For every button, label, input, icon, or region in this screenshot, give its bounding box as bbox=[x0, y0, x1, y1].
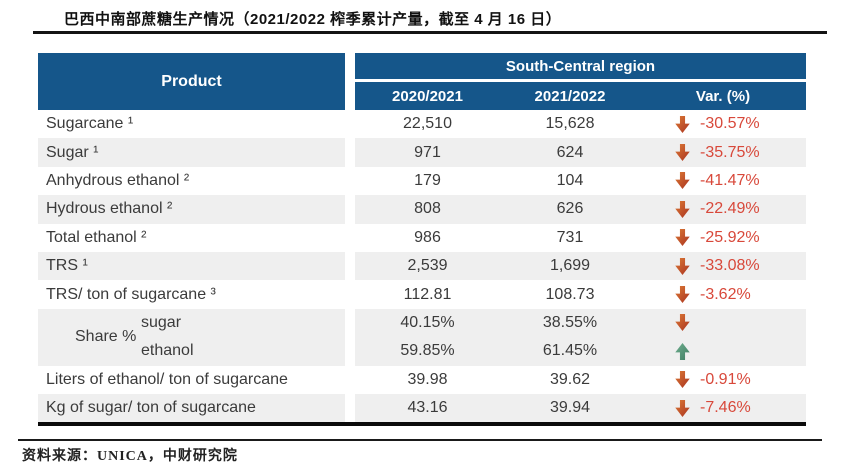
figure-title: 巴西中南部蔗糖生产情况（2021/2022 榨季累计产量，截至 4 月 16 日… bbox=[64, 11, 562, 28]
value-2020: 39.98 bbox=[407, 370, 448, 388]
value-2021: 108.73 bbox=[545, 285, 595, 303]
value-2021: 39.94 bbox=[549, 399, 591, 417]
year-headers: 2020/2021 2021/2022 Var. (%) bbox=[355, 82, 806, 110]
down-arrow-icon bbox=[675, 257, 690, 275]
value-2020: 179 bbox=[414, 171, 441, 189]
down-arrow-icon bbox=[675, 314, 690, 332]
column-gap bbox=[345, 393, 355, 423]
var-percent: -3.62% bbox=[700, 285, 751, 303]
column-gap bbox=[345, 166, 355, 196]
table-row: TRS ¹ 2,539 1,699 -33.08% bbox=[38, 251, 806, 281]
value-2021: 1,699 bbox=[549, 257, 591, 275]
value-2021: 15,628 bbox=[545, 115, 595, 133]
value-2021: 39.62 bbox=[549, 370, 591, 388]
table-header: Product South-Central region 2020/2021 2… bbox=[38, 53, 806, 110]
column-gap bbox=[345, 251, 355, 281]
share-percent-block: Share % sugar ethanol 40.15% 38.55% bbox=[38, 308, 806, 366]
var-percent: -33.08% bbox=[700, 257, 760, 275]
down-arrow-icon bbox=[675, 200, 690, 218]
column-gap bbox=[345, 280, 355, 309]
column-gap bbox=[345, 110, 355, 139]
production-table: Product South-Central region 2020/2021 2… bbox=[38, 53, 806, 423]
product-column-header: Product bbox=[38, 53, 345, 110]
table-bottom-border bbox=[38, 422, 806, 426]
value-2020: 22,510 bbox=[403, 115, 452, 133]
column-gap bbox=[345, 138, 355, 167]
var-percent: -0.91% bbox=[700, 370, 751, 388]
table-row: Anhydrous ethanol ² 179 104 -41.47% bbox=[38, 166, 806, 196]
value-2021: 61.45% bbox=[542, 342, 598, 360]
table-row: Hydrous ethanol ² 808 626 -22.49% bbox=[38, 195, 806, 224]
table-row: Sugar ¹ 971 624 -35.75% bbox=[38, 138, 806, 167]
column-gap bbox=[345, 365, 355, 394]
region-header-block: South-Central region 2020/2021 2021/2022… bbox=[355, 53, 806, 110]
source-note: 资料来源：UNICA，中财研究院 bbox=[22, 449, 238, 464]
column-gap bbox=[345, 53, 355, 110]
var-percent: -22.49% bbox=[700, 200, 760, 218]
down-arrow-icon bbox=[675, 371, 690, 389]
product-label: Hydrous ethanol ² bbox=[38, 195, 345, 224]
table-row: Total ethanol ² 986 731 -25.92% bbox=[38, 223, 806, 252]
var-percent: -41.47% bbox=[700, 171, 760, 189]
footer-divider bbox=[18, 439, 822, 441]
title-divider bbox=[33, 31, 827, 34]
col-header-2021-2022: 2021/2022 bbox=[534, 87, 606, 105]
col-header-2020-2021: 2020/2021 bbox=[392, 87, 463, 105]
share-sub-label-ethanol: ethanol bbox=[141, 342, 194, 360]
value-2020: 59.85% bbox=[400, 342, 455, 360]
up-arrow-icon bbox=[675, 342, 690, 360]
down-arrow-icon bbox=[675, 399, 690, 417]
product-label: TRS ¹ bbox=[38, 251, 345, 281]
column-gap bbox=[345, 223, 355, 252]
down-arrow-icon bbox=[675, 286, 690, 304]
product-label: Liters of ethanol/ ton of sugarcane bbox=[46, 370, 288, 388]
value-2020: 986 bbox=[414, 228, 441, 246]
value-2021: 38.55% bbox=[542, 313, 598, 331]
value-2020: 43.16 bbox=[407, 399, 448, 417]
value-2020: 112.81 bbox=[403, 285, 452, 303]
table-row: Kg of sugar/ ton of sugarcane 43.16 39.9… bbox=[38, 393, 806, 423]
product-label: Kg of sugar/ ton of sugarcane bbox=[38, 393, 345, 423]
share-label: Share % bbox=[75, 328, 137, 346]
product-label: TRS/ ton of sugarcane ³ bbox=[46, 285, 216, 303]
value-2021: 731 bbox=[556, 228, 584, 246]
down-arrow-icon bbox=[675, 229, 690, 247]
header-divider bbox=[355, 79, 806, 82]
table-row: Sugarcane ¹ 22,510 15,628 -30.57% bbox=[38, 110, 806, 139]
value-2020: 40.15% bbox=[400, 313, 455, 331]
down-arrow-icon bbox=[675, 172, 690, 190]
value-2021: 104 bbox=[556, 171, 584, 189]
var-percent: -7.46% bbox=[700, 399, 751, 417]
product-label: Anhydrous ethanol ² bbox=[46, 171, 190, 189]
product-label: Sugar ¹ bbox=[38, 138, 345, 167]
var-percent: -25.92% bbox=[700, 228, 760, 246]
value-2020: 808 bbox=[414, 200, 441, 218]
var-percent: -30.57% bbox=[700, 115, 760, 133]
region-header: South-Central region bbox=[355, 53, 806, 79]
table-row: Liters of ethanol/ ton of sugarcane 39.9… bbox=[38, 365, 806, 394]
down-arrow-icon bbox=[675, 144, 690, 162]
product-label: Total ethanol ² bbox=[46, 228, 147, 246]
value-2021: 626 bbox=[556, 200, 584, 218]
share-product-cell: Share % sugar ethanol bbox=[38, 308, 345, 366]
product-label: Sugarcane ¹ bbox=[46, 115, 134, 133]
value-2020: 971 bbox=[414, 143, 441, 161]
down-arrow-icon bbox=[675, 115, 690, 133]
table-row: TRS/ ton of sugarcane ³ 112.81 108.73 -3… bbox=[38, 280, 806, 309]
var-percent: -35.75% bbox=[700, 143, 760, 161]
col-header-var: Var. (%) bbox=[695, 87, 751, 105]
value-2020: 2,539 bbox=[407, 257, 448, 275]
value-2021: 624 bbox=[556, 143, 584, 161]
share-sub-label-sugar: sugar bbox=[141, 313, 182, 331]
column-gap bbox=[345, 308, 355, 366]
column-gap bbox=[345, 195, 355, 224]
